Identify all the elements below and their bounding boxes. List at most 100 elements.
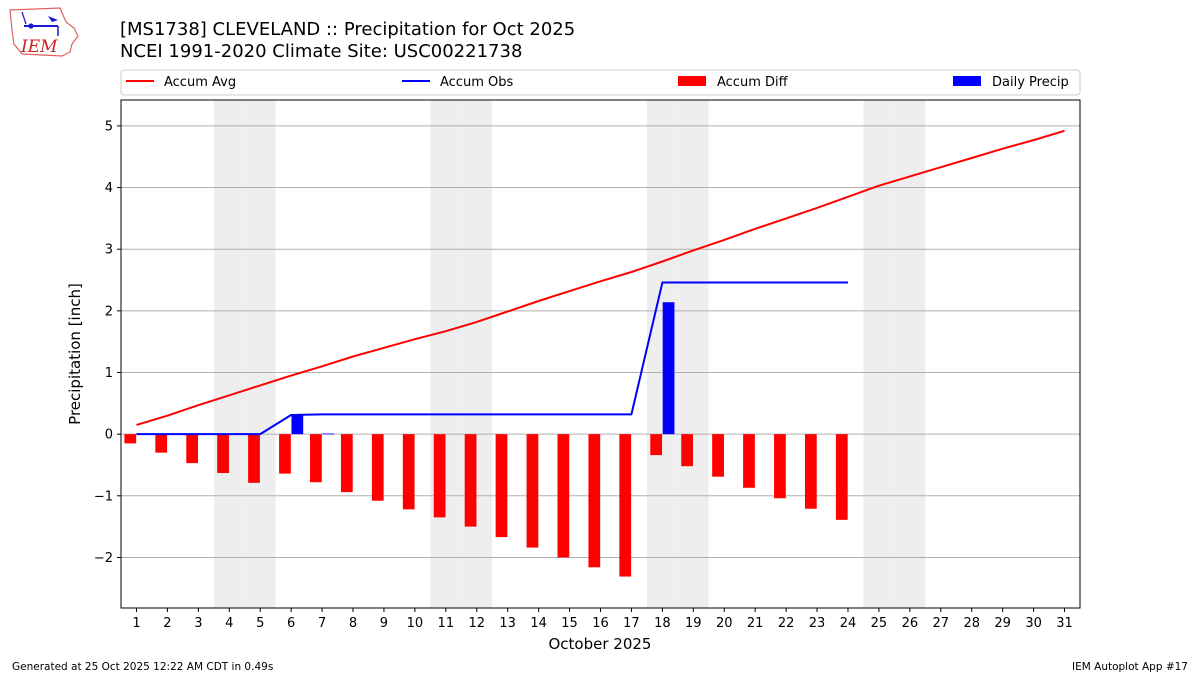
accum-avg-line — [136, 129, 1065, 426]
x-tick-label: 5 — [256, 616, 264, 631]
accum-diff-bar — [279, 434, 291, 474]
legend-frame — [120, 69, 1081, 96]
x-tick-label: 27 — [933, 616, 950, 631]
logo-text: IEM — [20, 37, 58, 57]
x-tick-label: 16 — [592, 616, 609, 631]
x-tick-label: 17 — [623, 616, 640, 631]
legend-label-daily-precip: Daily Precip — [992, 75, 1069, 90]
x-tick-label: 19 — [685, 616, 702, 631]
accum-diff-bar — [217, 434, 229, 473]
x-tick-label: 13 — [499, 616, 516, 631]
weekend-band — [244, 100, 276, 608]
weekend-band — [863, 100, 895, 608]
x-tick-label: 28 — [963, 616, 980, 631]
x-tick-label: 3 — [194, 616, 202, 631]
accum-diff-bars — [124, 434, 848, 577]
y-tick-label: 2 — [105, 304, 113, 319]
legend-label-accum-diff: Accum Diff — [717, 75, 789, 90]
x-tick-label: 18 — [654, 616, 671, 631]
chart-title: [MS1738] CLEVELAND :: Precipitation for … — [120, 19, 575, 40]
x-tick-label: 4 — [225, 616, 233, 631]
x-tick-label: 11 — [438, 616, 455, 631]
x-tick-label: 14 — [530, 616, 547, 631]
x-tick-label: 24 — [840, 616, 857, 631]
x-tick-label: 7 — [318, 616, 326, 631]
accum-diff-bar — [310, 434, 322, 483]
daily-precip-bar — [291, 415, 304, 435]
accum-diff-bar — [835, 434, 848, 520]
legend: Accum Avg Accum Obs Accum Diff Daily Pre… — [120, 69, 1081, 96]
legend-label-accum-avg: Accum Avg — [164, 75, 236, 90]
accum-diff-bar — [743, 434, 755, 488]
accum-diff-bar — [804, 434, 817, 509]
y-axis-label: Precipitation [inch] — [66, 283, 84, 425]
daily-precip-bars — [291, 302, 675, 435]
x-tick-label: 25 — [871, 616, 888, 631]
x-tick-label: 12 — [468, 616, 485, 631]
x-tick-label: 8 — [349, 616, 357, 631]
accum-diff-bar — [433, 434, 446, 518]
iem-logo: IEM — [9, 7, 79, 57]
legend-swatch-daily-precip — [953, 76, 981, 86]
x-tick-label: 2 — [163, 616, 171, 631]
y-tick-label: 1 — [105, 366, 113, 381]
y-tick-label: 0 — [105, 428, 113, 443]
generated-timestamp: Generated at 25 Oct 2025 12:22 AM CDT in… — [12, 661, 273, 673]
accum-diff-bar — [124, 434, 137, 444]
accum-diff-bar — [681, 434, 693, 467]
x-tick-label: 30 — [1025, 616, 1042, 631]
daily-precip-bar — [322, 433, 335, 435]
iowa-outline-icon — [9, 7, 79, 57]
x-tick-label: 20 — [716, 616, 733, 631]
y-tick-label: 4 — [105, 181, 113, 196]
y-gridlines — [121, 125, 1080, 558]
accum-diff-bar — [495, 434, 508, 538]
weekend-band — [461, 100, 493, 608]
weekend-band — [894, 100, 926, 608]
accum-diff-bar — [774, 434, 786, 499]
weekend-band — [677, 100, 709, 608]
accum-diff-bar — [588, 434, 601, 568]
accum-diff-bar — [340, 434, 353, 493]
accum-diff-bar — [402, 434, 415, 510]
accum-diff-bar — [155, 434, 168, 453]
y-tick-label: 3 — [105, 243, 113, 258]
y-tick-label: 5 — [105, 119, 113, 134]
x-tick-label: 6 — [287, 616, 295, 631]
x-axis-label: October 2025 — [549, 635, 652, 653]
x-tick-label: 1 — [132, 616, 140, 631]
x-tick-label: 10 — [407, 616, 424, 631]
accum-diff-bar — [712, 434, 724, 477]
y-tick-label: −2 — [94, 551, 113, 566]
accum-diff-bar — [650, 434, 663, 456]
weekend-band — [430, 100, 462, 608]
x-tick-label: 29 — [994, 616, 1011, 631]
accum-diff-bar — [526, 434, 539, 548]
app-credit: IEM Autoplot App #17 — [1072, 661, 1188, 673]
weekend-shading — [213, 100, 926, 608]
accum-diff-bar — [248, 434, 260, 483]
x-tick-label: 9 — [380, 616, 388, 631]
accum-lines — [136, 129, 1065, 436]
daily-precip-bar — [662, 302, 675, 435]
legend-swatch-accum-diff — [678, 76, 706, 86]
x-tick-label: 23 — [809, 616, 826, 631]
x-tick-label: 15 — [561, 616, 578, 631]
accum-diff-bar — [186, 434, 199, 464]
x-tick-label: 26 — [902, 616, 919, 631]
weather-station-icon — [21, 11, 59, 36]
accum-diff-bar — [619, 434, 632, 577]
x-tick-label: 31 — [1056, 616, 1073, 631]
accum-diff-bar — [371, 434, 384, 501]
legend-label-accum-obs: Accum Obs — [440, 75, 513, 90]
y-axis-ticks: −2 −1 0 1 2 3 4 5 — [94, 119, 121, 566]
accum-diff-bar — [557, 434, 570, 558]
chart-subtitle: NCEI 1991-2020 Climate Site: USC00221738 — [120, 41, 522, 62]
accum-diff-bar — [464, 434, 477, 527]
x-tick-label: 22 — [778, 616, 795, 631]
accum-obs-line — [136, 281, 848, 436]
y-tick-label: −1 — [94, 489, 113, 504]
weekend-band — [213, 100, 245, 608]
x-tick-label: 21 — [747, 616, 764, 631]
